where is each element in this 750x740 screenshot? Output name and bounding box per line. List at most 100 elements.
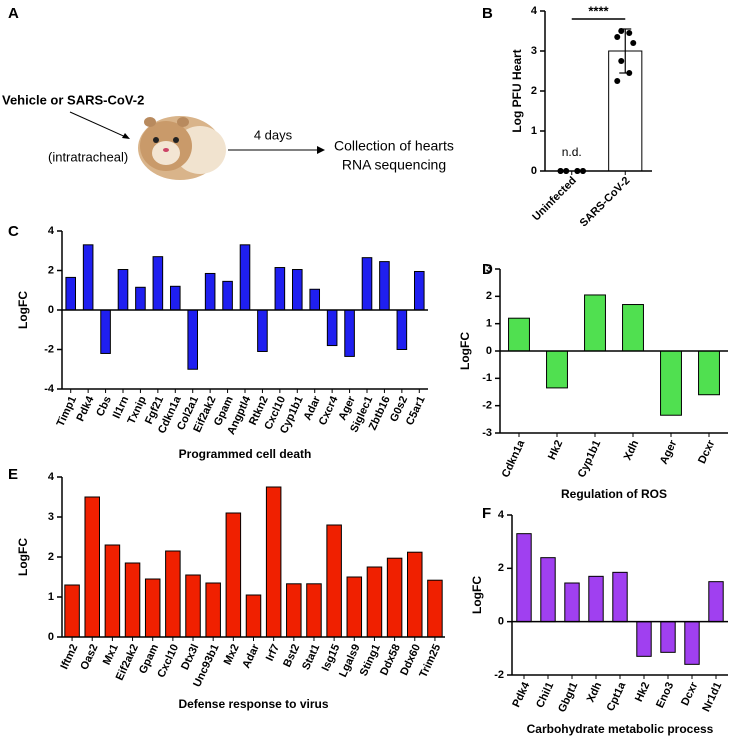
bar: [386, 557, 403, 638]
x-tick-label: Adar: [240, 642, 262, 670]
bar: [204, 272, 216, 311]
bar: [165, 550, 181, 638]
bar: [540, 557, 556, 623]
x-tick-label: Oas2: [78, 642, 100, 671]
panel-a: A Vehicle or SARS-CoV-2 (intratracheal) …: [2, 5, 454, 180]
panel-label: F: [482, 505, 491, 522]
y-tick-label: -3: [482, 427, 492, 439]
bar: [117, 269, 129, 311]
panel: C -4 -2 0 2 4 LogFC Programmed cell death Timp1P…: [8, 223, 428, 461]
bar: [379, 261, 390, 311]
x-axis-label: Programmed cell death: [179, 447, 312, 461]
annotation: n.d.: [562, 145, 582, 159]
y-tick-label: 3: [48, 511, 54, 523]
panel-label: B: [482, 5, 493, 22]
panel: F -2 0 2 4 LogFC Carbohydrate metabolic proces…: [470, 505, 728, 736]
bar: [291, 269, 303, 311]
bar: [222, 280, 233, 311]
data-point: [614, 78, 621, 84]
bar: [508, 317, 530, 352]
bar: [309, 288, 321, 311]
arrow-head: [122, 133, 130, 139]
bar: [622, 304, 644, 352]
y-tick-label: 2: [531, 85, 537, 97]
data-point: [614, 34, 621, 40]
y-axis-label: Log PFU Heart: [510, 49, 524, 132]
bar: [516, 533, 532, 623]
bar: [124, 562, 141, 638]
x-tick-label: Chil1: [534, 680, 556, 709]
x-tick-label: Mx1: [101, 642, 121, 666]
x-tick-label: SARS-CoV-2: [578, 175, 633, 230]
data-point: [618, 58, 625, 64]
y-tick-label: 0: [531, 165, 537, 177]
bar: [274, 267, 286, 311]
bar: [361, 257, 373, 311]
x-tick-label: Iftm2: [58, 642, 80, 671]
bar: [135, 286, 146, 311]
data-point: [630, 40, 637, 46]
x-tick-label: Bst2: [281, 642, 302, 669]
bar: [187, 309, 199, 370]
bar: [65, 276, 77, 311]
route-label: (intratracheal): [48, 149, 128, 164]
bar: [100, 309, 111, 354]
bar: [588, 575, 604, 623]
x-tick-label: Pdk4: [75, 394, 97, 424]
bar: [104, 544, 121, 638]
bar: [225, 512, 242, 638]
x-tick-label: Hk2: [546, 438, 565, 461]
y-tick-label: 4: [48, 471, 55, 483]
x-tick-label: Cdkn1a: [500, 438, 528, 480]
bar: [413, 270, 425, 311]
duration-label: 4 days: [254, 127, 293, 142]
bar: [185, 574, 201, 638]
bar: [584, 294, 606, 352]
y-tick-label: 3: [531, 45, 537, 57]
y-tick-label: 2: [486, 290, 492, 302]
x-tick-label: Nr1d1: [700, 680, 724, 713]
x-tick-label: Cpt1a: [605, 680, 629, 714]
arrow-head: [317, 146, 325, 154]
bar: [257, 309, 268, 352]
x-tick-label: Dcxr: [696, 438, 718, 466]
x-tick-label: Pdk4: [510, 680, 532, 710]
panel: D -3 -2 -1 0 1 2 3 LogFC Regulation of ROS Cdkn1a H…: [458, 261, 728, 501]
y-tick-label: 2: [498, 562, 504, 574]
bar: [152, 256, 164, 311]
bar: [239, 244, 251, 311]
bar: [407, 551, 423, 638]
bar: [82, 244, 94, 311]
bar: [612, 571, 628, 623]
bar: [205, 582, 221, 638]
panel-label: D: [482, 261, 493, 278]
bar: [326, 309, 338, 347]
bar: [169, 285, 181, 311]
x-tick-label: Dcxr: [679, 680, 701, 708]
data-point: [626, 30, 633, 36]
data-point: [626, 70, 633, 76]
panel-label: E: [8, 466, 18, 483]
y-tick-label: 0: [498, 616, 504, 628]
bar: [84, 496, 100, 638]
bar: [684, 621, 700, 665]
bar: [346, 576, 363, 638]
arrow: [69, 111, 129, 139]
panel-label: C: [8, 223, 19, 240]
panel-label: A: [8, 5, 19, 22]
y-tick-label: 1: [486, 318, 492, 330]
x-tick-label: Ager: [658, 438, 680, 466]
x-tick-label: Eno3: [654, 680, 676, 709]
bar: [366, 566, 383, 638]
y-tick-label: 0: [48, 631, 54, 643]
y-tick-label: 4: [498, 509, 505, 521]
y-axis-label: LogFC: [16, 538, 30, 576]
y-tick-label: -2: [482, 400, 492, 412]
y-tick-label: 4: [531, 5, 538, 17]
bar: [546, 350, 568, 389]
y-tick-label: 2: [48, 551, 54, 563]
y-tick-label: -2: [44, 343, 54, 355]
bar: [636, 621, 652, 657]
